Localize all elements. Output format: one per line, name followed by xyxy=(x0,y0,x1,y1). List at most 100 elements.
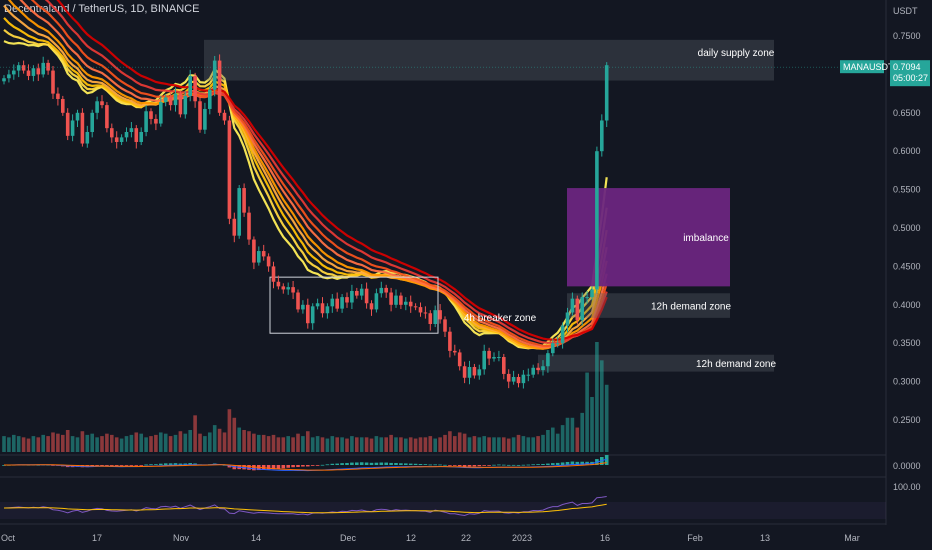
volume-bar xyxy=(531,437,535,452)
macd-histogram-bar xyxy=(369,462,374,465)
candle-body xyxy=(423,312,428,314)
candle-body xyxy=(266,256,271,267)
macd-histogram-bar xyxy=(291,465,295,468)
volume-bar xyxy=(257,434,261,452)
time-tick-label: 13 xyxy=(760,533,770,543)
volume-bar xyxy=(516,434,521,452)
ema-line-8 xyxy=(44,0,608,344)
candle-body xyxy=(242,188,246,213)
candle-body xyxy=(188,75,192,96)
candle-body xyxy=(193,75,197,102)
candle-body xyxy=(595,151,599,290)
volume-bar xyxy=(105,433,109,452)
macd-histogram-bar xyxy=(325,464,330,466)
volume-bar xyxy=(350,436,354,452)
volume-bar xyxy=(438,437,442,452)
macd-histogram-bar xyxy=(472,465,477,467)
volume-bar xyxy=(12,434,16,452)
price-tick-label: 0.4500 xyxy=(893,261,921,271)
macd-histogram-bar xyxy=(345,462,349,465)
macd-histogram-bar xyxy=(565,461,570,465)
volume-bar xyxy=(139,433,143,452)
volume-bar xyxy=(90,433,94,452)
volume-bar xyxy=(521,436,526,452)
volume-bar xyxy=(242,430,246,452)
volume-bar xyxy=(154,434,158,452)
volume-bar xyxy=(61,434,65,452)
candle-body xyxy=(203,108,207,130)
price-badge xyxy=(890,60,930,87)
indicator-panes xyxy=(0,454,886,519)
candle-body xyxy=(183,95,188,115)
macd-histogram-bar xyxy=(433,464,437,466)
macd-histogram-bar xyxy=(546,463,550,465)
macd-histogram-bar xyxy=(183,463,188,465)
macd-histogram-bar xyxy=(178,463,183,465)
candle-body xyxy=(497,357,501,359)
price-tick-label: 0.5500 xyxy=(893,185,921,195)
macd-zero-tick: 0.0000 xyxy=(893,461,921,471)
candle-body xyxy=(345,297,349,303)
volume-bar xyxy=(31,436,36,452)
candle-body xyxy=(580,297,584,321)
candle-body xyxy=(12,70,16,75)
candle-body xyxy=(536,367,540,371)
volume-bar xyxy=(600,360,604,452)
candle-body xyxy=(296,292,300,310)
macd-histogram-bar xyxy=(580,461,584,465)
volume-bar xyxy=(183,433,188,452)
volume-bar xyxy=(203,436,207,452)
macd-histogram-bar xyxy=(301,465,305,467)
ema-line-6 xyxy=(19,0,608,349)
candle-body xyxy=(506,373,511,382)
candle-body xyxy=(585,297,589,299)
macd-histogram-bar xyxy=(306,465,310,467)
macd-histogram-bar xyxy=(105,465,109,466)
candle-body xyxy=(521,374,526,384)
candle-body xyxy=(399,295,403,305)
macd-histogram-bar xyxy=(154,464,158,465)
macd-histogram-bar xyxy=(413,463,418,465)
candle-body xyxy=(65,112,70,136)
volume-bar xyxy=(173,434,178,452)
macd-histogram-bar xyxy=(502,464,506,466)
volume-bar xyxy=(472,436,477,452)
macd-histogram-bar xyxy=(119,465,124,466)
macd-histogram-bar xyxy=(163,463,168,465)
volume-bar xyxy=(212,425,217,452)
candle-body xyxy=(330,298,335,307)
candle-body xyxy=(26,70,31,76)
rsi-ma-line xyxy=(4,503,607,514)
candle-body xyxy=(462,366,467,378)
candle-body xyxy=(394,295,398,305)
volume-bar xyxy=(502,437,506,452)
candle-body xyxy=(2,78,6,82)
time-axis[interactable]: Oct 17 Nov 14 Dec 12 22 2023 16 Feb 13 Mar xyxy=(1,533,860,543)
candles[interactable] xyxy=(2,54,609,389)
volume-bar xyxy=(291,437,295,452)
volume-bar xyxy=(541,434,545,452)
volume-bar xyxy=(379,437,384,452)
macd-histogram-bar xyxy=(560,462,565,465)
volume-bar xyxy=(399,437,403,452)
volume-bar xyxy=(506,438,511,452)
macd-histogram-bar xyxy=(575,461,580,465)
macd-histogram-bar xyxy=(335,463,339,465)
candle-body xyxy=(139,132,143,142)
candle-body xyxy=(467,367,472,378)
candle-body xyxy=(526,374,531,376)
volume-bar xyxy=(492,437,496,452)
candle-body xyxy=(325,306,330,314)
volume-bar xyxy=(551,427,555,452)
candle-body xyxy=(482,350,486,370)
ema-line-5 xyxy=(7,0,608,350)
macd-histogram-bar xyxy=(139,465,143,466)
candle-body xyxy=(46,62,50,71)
macd-histogram-bar xyxy=(467,465,472,467)
volume-bar xyxy=(330,436,335,452)
volume-bar xyxy=(261,434,266,452)
time-tick-label: Oct xyxy=(1,533,16,543)
candle-body xyxy=(56,93,60,99)
volume-bar xyxy=(497,437,501,452)
